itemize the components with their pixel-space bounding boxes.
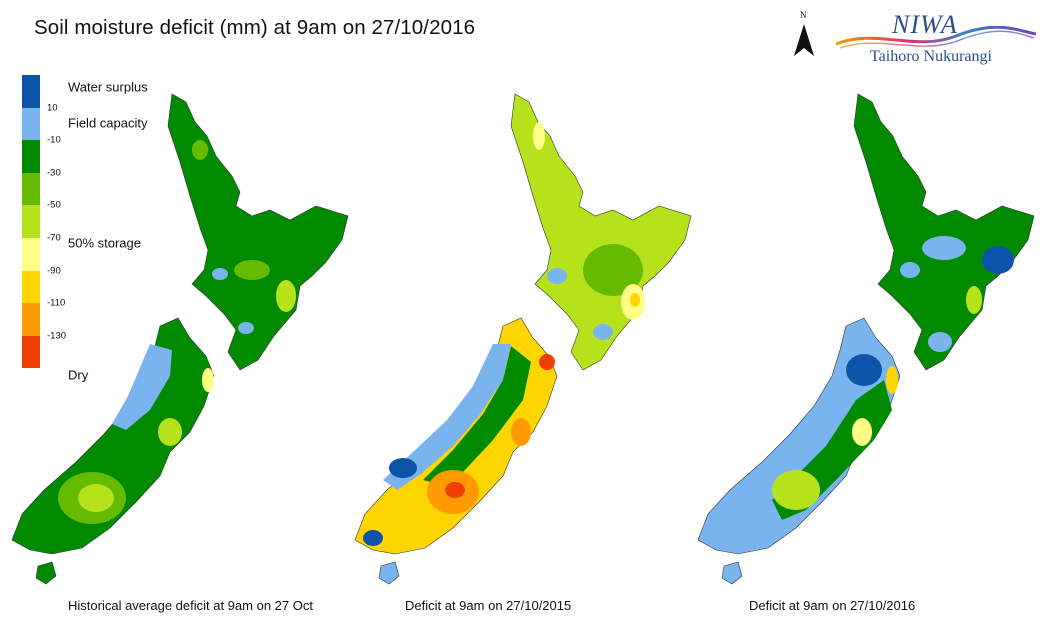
- map-blob: [238, 322, 254, 334]
- legend-tick: -130: [47, 330, 67, 342]
- north-island: [510, 93, 692, 371]
- map-blob: [630, 293, 640, 307]
- north-arrow-icon: [794, 24, 814, 56]
- legend-tick: -30: [47, 167, 61, 179]
- map-blob: [234, 260, 270, 280]
- legend-tick: -50: [47, 199, 61, 211]
- map-blob: [846, 354, 882, 386]
- legend-tick: 10: [47, 102, 58, 114]
- map-blob: [583, 244, 643, 296]
- legend-swatch-minus-90: [22, 270, 40, 304]
- map-panel-2016: [686, 80, 1046, 590]
- map-blob: [445, 482, 465, 498]
- map-blob: [202, 368, 214, 392]
- map-blob: [593, 324, 613, 340]
- legend-tick: -90: [47, 265, 61, 277]
- map-blob: [900, 262, 920, 278]
- legend-swatch-minus-10: [22, 140, 40, 173]
- map-blob: [276, 280, 296, 312]
- legend-label-water-surplus: Water surplus: [68, 79, 148, 95]
- map-blob: [966, 286, 982, 314]
- stewart-island: [378, 561, 400, 585]
- map-blob: [389, 458, 417, 478]
- map-blob: [533, 122, 545, 150]
- page-title: Soil moisture deficit (mm) at 9am on 27/…: [34, 16, 476, 39]
- map-blob: [772, 470, 820, 510]
- map-blob: [383, 344, 511, 490]
- legend-swatch-field-capacity: [22, 107, 40, 141]
- legend-swatch-minus-110: [22, 303, 40, 336]
- legend-tick: -10: [47, 134, 61, 146]
- legend-tick: -70: [47, 232, 61, 244]
- legend-swatch-minus-50: [22, 205, 40, 238]
- logo-wave-icon: [836, 26, 1036, 49]
- legend-swatch-water-surplus: [22, 75, 40, 108]
- map-blob: [192, 140, 208, 160]
- south-island: [11, 317, 215, 555]
- niwa-logo: NIWA Taihoro Nukurangi: [836, 8, 1036, 70]
- legend-swatch-minus-70: [22, 238, 40, 271]
- map-blob: [363, 530, 383, 546]
- north-island: [853, 93, 1035, 371]
- map-blob: [886, 366, 898, 394]
- stewart-island: [35, 561, 57, 585]
- map-caption-2015: Deficit at 9am on 27/10/2015: [405, 598, 572, 613]
- map-caption-2016: Deficit at 9am on 27/10/2016: [749, 598, 916, 613]
- map-blob: [423, 346, 531, 484]
- stewart-island: [721, 561, 743, 585]
- legend-tick: -110: [47, 297, 66, 309]
- nz-map-2016: [697, 93, 1035, 585]
- map-blob: [852, 418, 872, 446]
- map-panel-historical: [0, 80, 360, 590]
- map-blob: [922, 236, 966, 260]
- nz-map-2015: [354, 93, 692, 585]
- legend-swatch-dry: [22, 335, 40, 369]
- map-blob: [982, 246, 1014, 274]
- map-blob: [78, 484, 114, 512]
- north-arrow: N: [792, 10, 816, 60]
- map-blob: [928, 332, 952, 352]
- map-panel-2015: [343, 80, 703, 590]
- logo-subtitle: Taihoro Nukurangi: [870, 48, 992, 65]
- north-island: [167, 93, 349, 371]
- map-blob: [547, 268, 567, 284]
- nz-map-historical: [11, 93, 349, 585]
- map-blob: [158, 418, 182, 446]
- logo-wordmark: NIWA: [892, 10, 958, 39]
- map-caption-historical: Historical average deficit at 9am on 27 …: [68, 598, 313, 613]
- color-legend: 10 -10 -30 -50 -70 -90 -110 -130 Water s…: [22, 75, 182, 385]
- map-blob: [539, 354, 555, 370]
- map-blob: [511, 418, 531, 446]
- north-label: N: [800, 10, 807, 20]
- map-blob: [112, 344, 172, 430]
- map-blob: [212, 268, 228, 280]
- legend-label-field-capacity: Field capacity: [68, 115, 148, 131]
- legend-swatch-minus-30: [22, 172, 40, 206]
- legend-label-50-storage: 50% storage: [68, 235, 141, 251]
- legend-label-dry: Dry: [68, 367, 89, 383]
